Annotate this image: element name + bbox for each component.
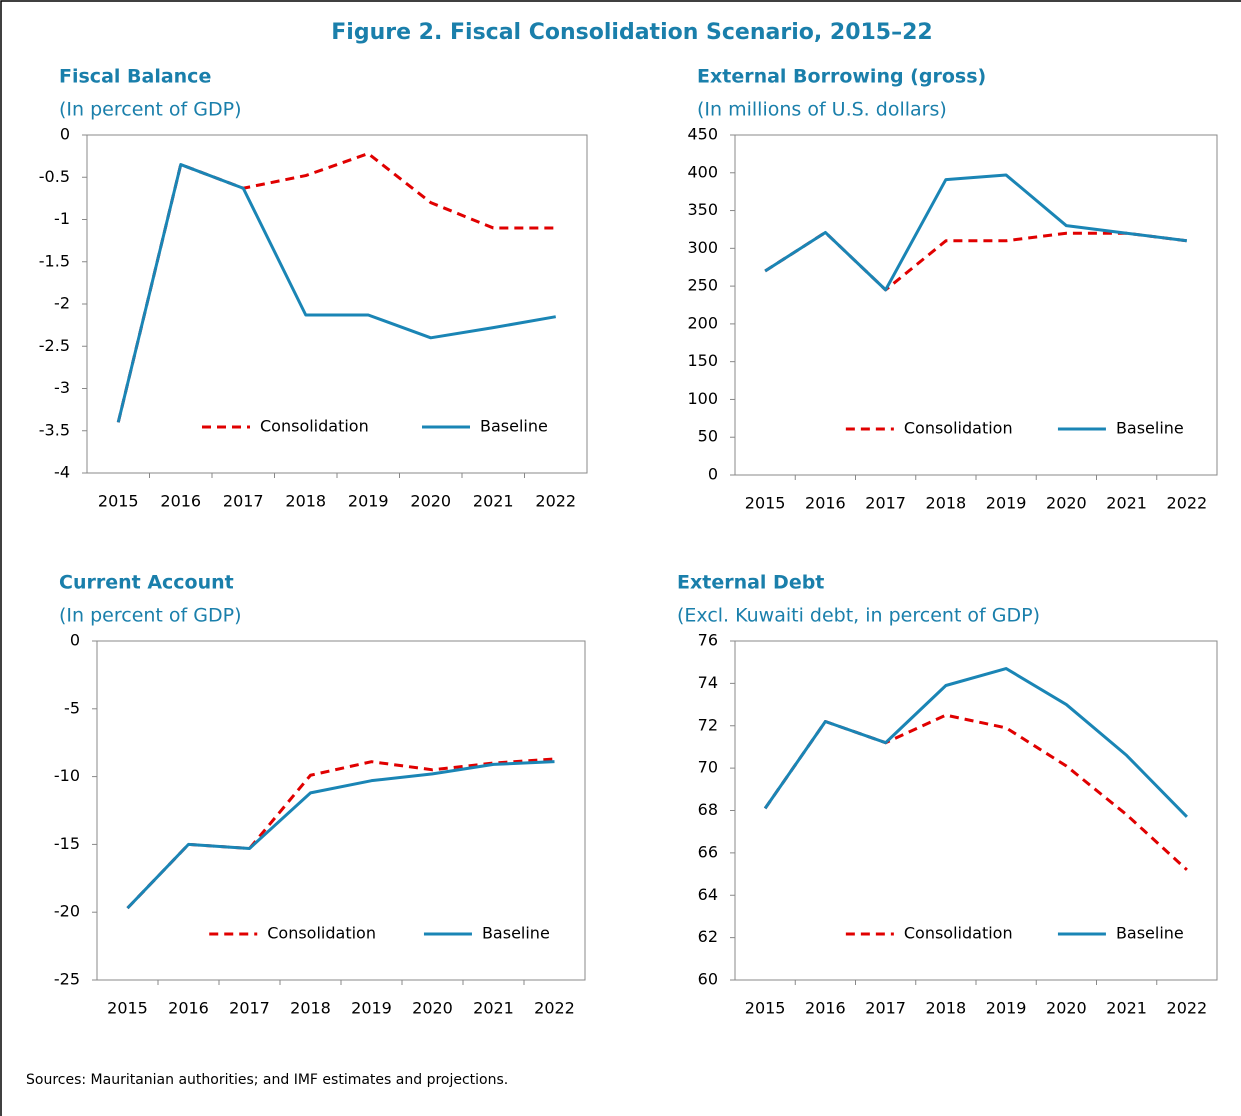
x-tick-label: 2018: [926, 999, 967, 1018]
x-tick-label: 2022: [1167, 494, 1208, 513]
y-tick-label: -1: [54, 209, 70, 228]
series-line: [764, 173, 1188, 292]
x-tick-label: 2015: [745, 494, 786, 513]
x-tick-label: 2017: [229, 999, 270, 1018]
series-line: [116, 152, 556, 423]
y-tick-label: -20: [54, 902, 80, 921]
y-tick-label: -25: [54, 970, 80, 989]
y-tick-label: 200: [687, 313, 718, 332]
x-tick-label: 2019: [351, 999, 392, 1018]
y-tick-label: 72: [698, 715, 718, 734]
x-tick-label: 2022: [535, 492, 576, 511]
panel-title: External Debt: [677, 572, 824, 594]
x-tick-label: 2016: [805, 999, 846, 1018]
x-tick-label: 2017: [223, 492, 264, 511]
x-tick-label: 2015: [98, 492, 139, 511]
x-tick-label: 2021: [473, 999, 514, 1018]
y-tick-label: 0: [708, 465, 718, 484]
series-line: [763, 713, 1188, 871]
y-tick-label: 100: [687, 389, 718, 408]
y-tick-label: 50: [698, 427, 718, 446]
panel-title: Current Account: [59, 572, 234, 594]
series-line: [116, 163, 557, 423]
x-tick-label: 2021: [473, 492, 514, 511]
legend-label: Baseline: [1116, 419, 1184, 438]
y-tick-label: 300: [687, 238, 718, 257]
panel-title: External Borrowing (gross): [697, 66, 986, 88]
y-tick-label: 0: [70, 631, 80, 650]
x-tick-label: 2020: [1046, 999, 1087, 1018]
x-tick-label: 2020: [410, 492, 451, 511]
x-tick-label: 2016: [160, 492, 201, 511]
y-tick-label: -1.5: [39, 251, 70, 270]
y-tick-label: -10: [54, 766, 80, 785]
x-tick-label: 2017: [865, 999, 906, 1018]
x-tick-label: 2019: [986, 494, 1027, 513]
x-tick-label: 2021: [1106, 999, 1147, 1018]
x-tick-label: 2015: [745, 999, 786, 1018]
y-tick-label: -15: [54, 834, 80, 853]
series-line: [126, 760, 555, 910]
y-tick-label: 74: [698, 673, 718, 692]
y-tick-label: 60: [698, 970, 718, 989]
y-tick-label: -0.5: [39, 167, 70, 186]
series-line: [764, 230, 1188, 292]
y-tick-label: 400: [687, 162, 718, 181]
y-tick-label: 0: [60, 125, 70, 144]
x-tick-label: 2015: [107, 999, 148, 1018]
panel-subtitle: (In millions of U.S. dollars): [697, 99, 947, 121]
legend-label: Consolidation: [904, 419, 1013, 438]
x-tick-label: 2022: [534, 999, 575, 1018]
panel-title: Fiscal Balance: [59, 66, 211, 88]
x-tick-label: 2019: [348, 492, 389, 511]
y-tick-label: -4: [54, 463, 70, 482]
y-tick-label: 250: [687, 276, 718, 295]
legend-label: Baseline: [1116, 924, 1184, 943]
y-tick-label: 64: [698, 885, 718, 904]
x-tick-label: 2022: [1167, 999, 1208, 1018]
legend-label: Baseline: [480, 417, 548, 436]
x-tick-label: 2018: [926, 494, 967, 513]
panel-subtitle: (In percent of GDP): [59, 605, 242, 627]
y-tick-label: 62: [698, 927, 718, 946]
x-tick-label: 2020: [412, 999, 453, 1018]
y-tick-label: -2.5: [39, 336, 70, 355]
figure-title: Figure 2. Fiscal Consolidation Scenario,…: [331, 20, 932, 45]
y-tick-label: -3.5: [39, 420, 70, 439]
x-tick-label: 2016: [168, 999, 209, 1018]
y-tick-label: 68: [698, 800, 718, 819]
x-tick-label: 2016: [805, 494, 846, 513]
x-tick-label: 2019: [986, 999, 1027, 1018]
panel-subtitle: (In percent of GDP): [59, 99, 242, 121]
y-tick-label: 150: [687, 351, 718, 370]
y-tick-label: 450: [687, 125, 718, 144]
legend-label: Consolidation: [904, 924, 1013, 943]
y-tick-label: 76: [698, 631, 718, 650]
legend-label: Consolidation: [267, 924, 376, 943]
legend-label: Baseline: [482, 924, 550, 943]
y-tick-label: 350: [687, 200, 718, 219]
x-tick-label: 2021: [1106, 494, 1147, 513]
y-tick-label: -2: [54, 294, 70, 313]
legend-label: Consolidation: [260, 417, 369, 436]
x-tick-label: 2020: [1046, 494, 1087, 513]
source-note: Sources: Mauritanian authorities; and IM…: [26, 1072, 508, 1088]
y-tick-label: 66: [698, 842, 718, 861]
y-tick-label: -3: [54, 378, 70, 397]
series-line: [763, 667, 1188, 818]
x-tick-label: 2017: [865, 494, 906, 513]
panel-subtitle: (Excl. Kuwaiti debt, in percent of GDP): [677, 605, 1040, 627]
y-tick-label: 70: [698, 758, 718, 777]
x-tick-label: 2018: [285, 492, 326, 511]
x-tick-label: 2018: [290, 999, 331, 1018]
y-tick-label: -5: [64, 698, 80, 717]
series-line: [126, 757, 555, 910]
